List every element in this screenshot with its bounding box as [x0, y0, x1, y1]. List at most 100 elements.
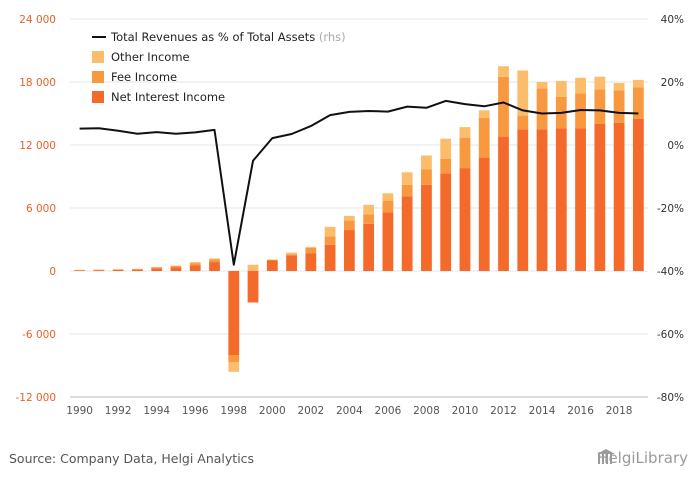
library-icon: [597, 449, 616, 464]
bar-segment: [459, 168, 471, 271]
bar-segment: [112, 269, 124, 271]
bar-segment: [93, 269, 105, 271]
bar-segment: [498, 66, 509, 77]
source-note: Source: Company Data, Helgi Analytics: [9, 451, 255, 466]
bar-segment: [555, 80, 567, 97]
bar-segment: [517, 70, 529, 116]
legend-swatch: [92, 51, 104, 63]
bar-segment: [575, 77, 586, 94]
bar-segment: [440, 138, 452, 159]
bar-segment: [247, 271, 259, 303]
x-tick-label: 2004: [336, 405, 363, 417]
x-tick-label: 2002: [297, 405, 324, 417]
bar-segment: [363, 204, 375, 215]
bar-segment: [189, 262, 201, 264]
y-tick-label-right: -40%: [657, 266, 684, 278]
bar-segment: [498, 136, 509, 271]
bar-segment: [536, 88, 548, 130]
bar-segment: [401, 196, 413, 271]
bar-segment: [382, 193, 394, 201]
bar-segment: [594, 124, 606, 271]
bar-segment: [132, 268, 143, 270]
bar-segment: [421, 155, 432, 170]
bar-segment: [517, 129, 529, 271]
y-tick-label-left: 24 000: [19, 14, 56, 26]
x-tick-label: 2000: [259, 405, 286, 417]
bar-segment: [209, 258, 220, 260]
bar-segment: [74, 269, 86, 271]
bar-segment: [632, 87, 644, 119]
bar-segment: [209, 262, 220, 271]
bar-segment: [286, 252, 297, 255]
bar-segment: [459, 127, 471, 138]
legend-swatch: [92, 71, 104, 83]
bar-segment: [305, 247, 317, 254]
bar-segment: [478, 110, 490, 118]
bar-segment: [536, 82, 548, 89]
line-series: [79, 99, 639, 266]
bar-segment: [382, 212, 394, 271]
y-tick-label-left: 18 000: [19, 77, 56, 89]
bar-segment: [170, 267, 182, 271]
x-tick-label: 1996: [182, 405, 209, 417]
x-tick-label: 2014: [529, 405, 556, 417]
bar-segment: [112, 269, 124, 270]
bar-segment: [343, 230, 355, 271]
bar-segment: [555, 128, 567, 271]
bar-segment: [594, 89, 606, 124]
bar-segment: [74, 270, 86, 271]
bar-segment: [151, 268, 163, 271]
legend-label: Net Interest Income: [111, 90, 225, 104]
bar-segment: [421, 169, 432, 185]
y-tick-label-left: -6 000: [22, 329, 56, 341]
bar-segment: [170, 266, 182, 268]
bar-segment: [266, 260, 278, 271]
bar-segment: [228, 355, 240, 363]
y-tick-label-right: 0%: [667, 140, 684, 152]
bar-segment: [93, 269, 105, 271]
bar-segment: [536, 129, 548, 271]
bar-segment: [132, 269, 143, 270]
x-tick-label: 2012: [490, 405, 517, 417]
bar-segment: [613, 83, 625, 91]
x-tick-label: 2006: [375, 405, 402, 417]
bar-segment: [498, 76, 509, 137]
bar-segment: [382, 200, 394, 213]
y-tick-label-right: 40%: [661, 14, 684, 26]
brand-logo: HelgiLibrary: [597, 449, 688, 467]
bar-segment: [478, 117, 490, 158]
bar-segment: [151, 267, 163, 268]
x-tick-label: 1998: [220, 405, 247, 417]
bar-segment: [575, 128, 586, 271]
y-tick-label-right: 20%: [661, 77, 684, 89]
bar-segment: [266, 259, 278, 261]
bar-segment: [632, 118, 644, 271]
legend-label: Fee Income: [111, 70, 177, 84]
bar-segment: [632, 79, 644, 88]
y-tick-label-left: -12 000: [15, 392, 56, 404]
legend-swatch: [92, 91, 104, 103]
brand-text: HelgiLibrary: [597, 449, 688, 467]
y-tick-label-right: -60%: [657, 329, 684, 341]
bar-segment: [401, 172, 413, 185]
bar-segment: [343, 220, 355, 231]
bar-segment: [421, 184, 432, 271]
bar-segment: [324, 226, 336, 237]
y-tick-label-left: 12 000: [19, 140, 56, 152]
chart-svg: 24 000 40% 18 000 20% 12 000 0% 6 000 -20% 0 -40%…: [15, 14, 684, 417]
legend-label-suffix: (rhs): [319, 30, 346, 44]
bar-segment: [440, 158, 452, 174]
x-tick-label: 2016: [567, 405, 594, 417]
bar-segment: [305, 246, 317, 248]
bar-segment: [209, 259, 220, 263]
bar-segment: [286, 254, 297, 256]
bar-segment: [170, 265, 182, 267]
y-tick-label-right: -20%: [657, 203, 684, 215]
bar-segment: [459, 137, 471, 169]
legend-label: Other Income: [111, 50, 190, 64]
y-tick-label-left: 6 000: [26, 203, 56, 215]
y-tick-label-left: 0: [49, 266, 56, 278]
bar-segment: [228, 271, 240, 355]
bar-segment: [363, 223, 375, 271]
